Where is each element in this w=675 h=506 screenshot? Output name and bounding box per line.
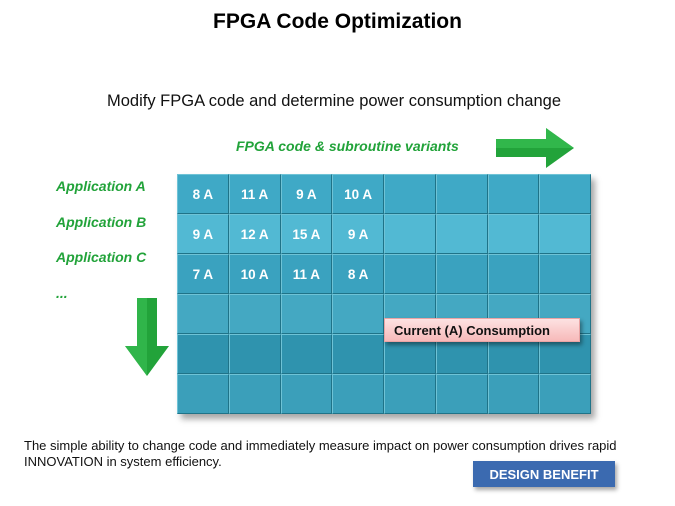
grid-cell bbox=[539, 254, 591, 294]
application-label: Application A bbox=[56, 178, 146, 194]
application-label: Application B bbox=[56, 214, 147, 230]
grid-cell bbox=[280, 334, 333, 374]
grid-cell: 12 A bbox=[228, 214, 281, 254]
grid-cell bbox=[332, 334, 384, 374]
grid-cell bbox=[487, 254, 540, 294]
page-title: FPGA Code Optimization bbox=[213, 10, 462, 33]
grid-cell: 9 A bbox=[332, 214, 384, 254]
grid-cell bbox=[539, 214, 591, 254]
current-consumption-callout: Current (A) Consumption bbox=[384, 318, 580, 342]
grid-cell bbox=[332, 374, 384, 414]
grid-cell bbox=[435, 214, 488, 254]
grid-cell: 10 A bbox=[228, 254, 281, 294]
grid-cell bbox=[487, 174, 540, 214]
grid-cell: 10 A bbox=[332, 174, 384, 214]
variants-label: FPGA code & subroutine variants bbox=[236, 138, 459, 154]
grid-cell bbox=[228, 334, 281, 374]
application-label: Application C bbox=[56, 249, 147, 265]
grid-cell bbox=[435, 374, 488, 414]
grid-cell: 11 A bbox=[228, 174, 281, 214]
grid-cell bbox=[384, 374, 436, 414]
grid-cell bbox=[280, 294, 333, 334]
grid-cell bbox=[280, 374, 333, 414]
grid-cell: 7 A bbox=[177, 254, 229, 294]
grid-cell bbox=[435, 174, 488, 214]
subtitle: Modify FPGA code and determine power con… bbox=[106, 92, 561, 110]
arrow-down-icon bbox=[125, 298, 169, 376]
grid-cell bbox=[228, 294, 281, 334]
grid-cell: 15 A bbox=[280, 214, 333, 254]
grid-cell: 9 A bbox=[177, 214, 229, 254]
grid-cell bbox=[177, 294, 229, 334]
grid-cell: 8 A bbox=[332, 254, 384, 294]
grid-cell: 11 A bbox=[280, 254, 333, 294]
design-benefit-text: The simple ability to change code and im… bbox=[24, 438, 617, 469]
arrow-right-icon bbox=[496, 128, 574, 168]
grid-cell bbox=[487, 214, 540, 254]
grid-cell bbox=[384, 214, 436, 254]
grid-cell: 8 A bbox=[177, 174, 229, 214]
grid-cell bbox=[177, 334, 229, 374]
grid-cell bbox=[332, 294, 384, 334]
grid-cell bbox=[435, 254, 488, 294]
grid-cell bbox=[539, 174, 591, 214]
grid-cell bbox=[384, 174, 436, 214]
design-benefit-badge: DESIGN BENEFIT bbox=[473, 461, 615, 487]
grid-cell bbox=[539, 374, 591, 414]
grid-cell bbox=[177, 374, 229, 414]
grid-cell: 9 A bbox=[280, 174, 333, 214]
grid-cell bbox=[228, 374, 281, 414]
grid-cell bbox=[487, 374, 540, 414]
application-label: ... bbox=[56, 285, 68, 301]
grid-cell bbox=[384, 254, 436, 294]
